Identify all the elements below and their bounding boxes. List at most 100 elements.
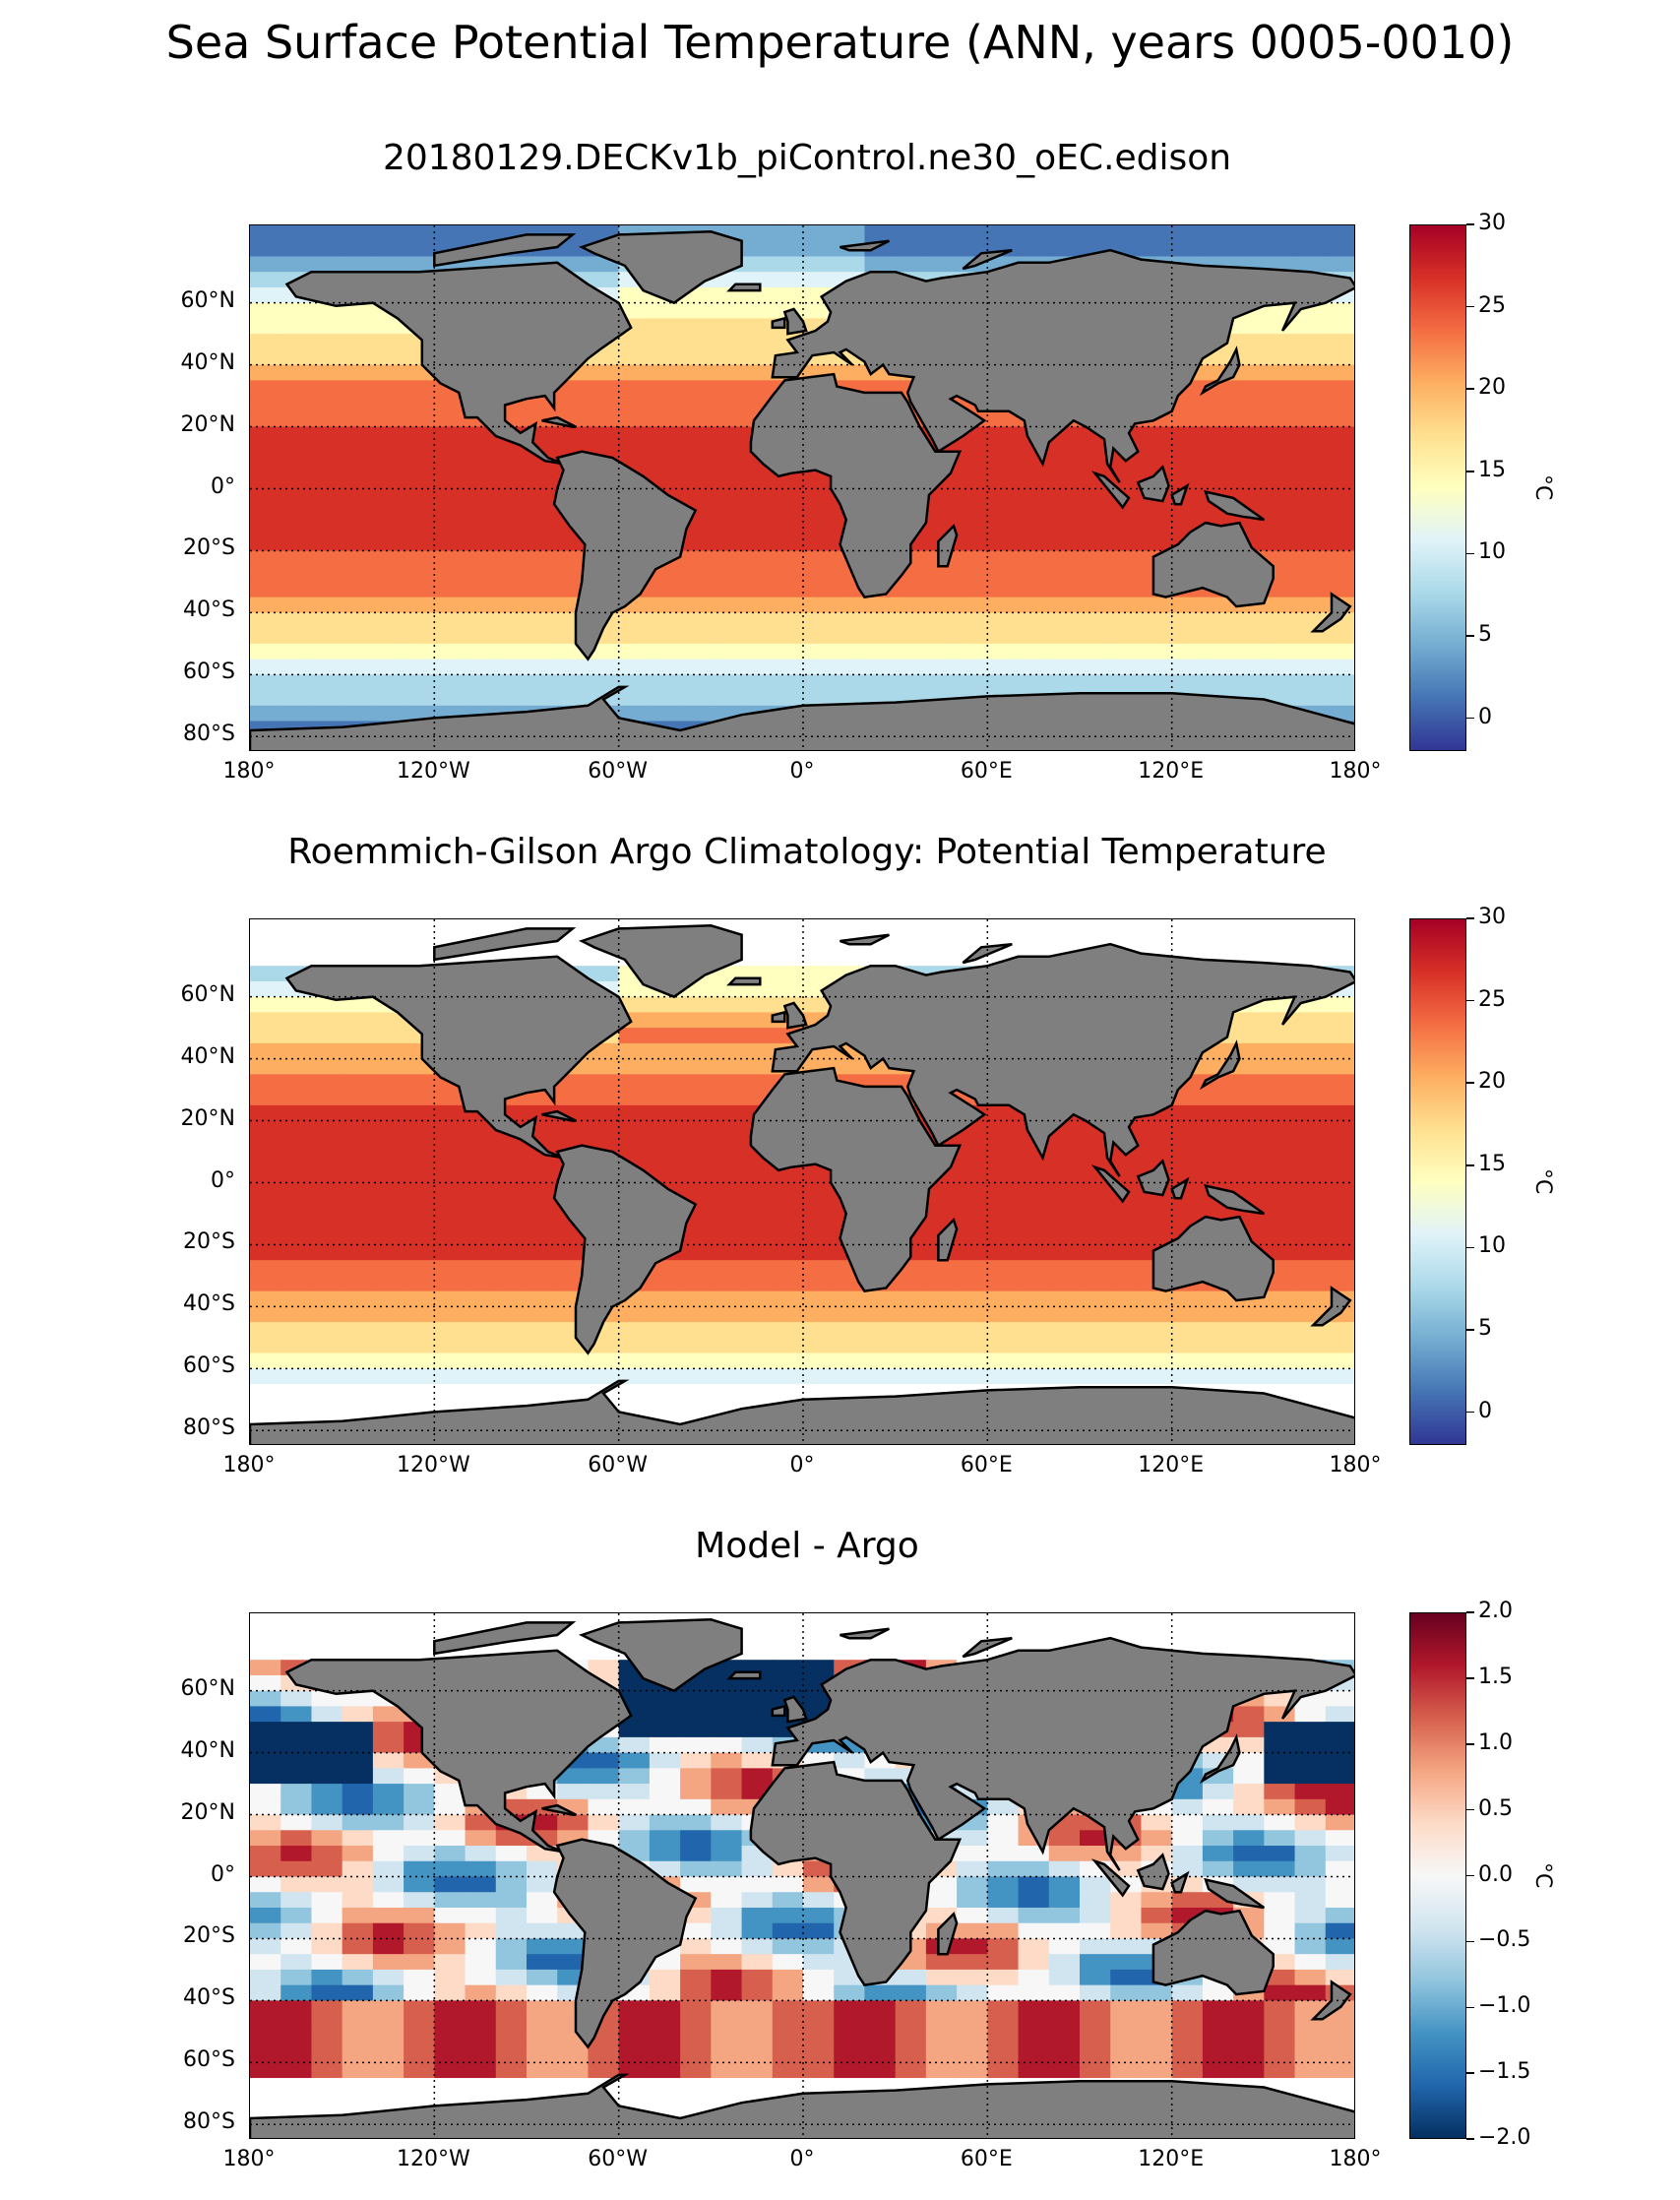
field-cell bbox=[1294, 1244, 1327, 1261]
field-cell bbox=[987, 225, 1020, 242]
field-cell bbox=[1171, 1352, 1204, 1369]
field-cell bbox=[434, 426, 467, 443]
field-cell bbox=[680, 1182, 712, 1199]
field-cell bbox=[618, 1784, 651, 1800]
field-cell bbox=[250, 1736, 281, 1754]
field-cell bbox=[342, 1876, 374, 1893]
field-cell bbox=[925, 1182, 958, 1199]
field-cell bbox=[1264, 426, 1296, 443]
field-cell bbox=[311, 643, 343, 660]
field-cell bbox=[649, 566, 681, 583]
field-cell bbox=[803, 472, 835, 490]
field-cell bbox=[495, 1166, 528, 1184]
field-cell bbox=[1110, 581, 1143, 598]
field-cell bbox=[465, 628, 497, 645]
field-cell bbox=[372, 364, 404, 381]
field-cell bbox=[250, 550, 281, 567]
field-cell bbox=[342, 1104, 374, 1122]
field-cell bbox=[1080, 534, 1111, 552]
field-cell bbox=[527, 1306, 558, 1323]
field-cell bbox=[311, 1213, 343, 1230]
field-cell bbox=[250, 674, 281, 691]
field-cell bbox=[527, 1260, 558, 1277]
field-cell bbox=[588, 272, 620, 288]
field-cell bbox=[1171, 1322, 1204, 1339]
field-cell bbox=[772, 934, 804, 952]
field-cell bbox=[618, 442, 651, 459]
field-cell bbox=[280, 1736, 313, 1754]
field-cell bbox=[864, 628, 897, 645]
field-cell bbox=[404, 690, 435, 707]
field-cell bbox=[1325, 396, 1354, 412]
colorbar-tick-mark bbox=[1466, 1164, 1474, 1166]
field-cell bbox=[711, 1306, 743, 1323]
field-cell bbox=[1141, 1368, 1173, 1385]
field-cell bbox=[711, 690, 743, 707]
field-cell bbox=[1264, 1352, 1296, 1369]
field-cell bbox=[1018, 550, 1050, 567]
field-cell bbox=[1048, 1860, 1081, 1878]
field-cell bbox=[1325, 504, 1354, 521]
field-cell bbox=[803, 1260, 835, 1277]
field-cell bbox=[680, 380, 712, 397]
field-cell bbox=[1048, 1830, 1081, 1847]
field-cell bbox=[1018, 1368, 1050, 1385]
field-cell bbox=[1080, 643, 1111, 660]
field-cell bbox=[618, 364, 651, 381]
field-cell bbox=[1202, 442, 1234, 459]
field-cell bbox=[280, 566, 313, 583]
field-cell bbox=[527, 1922, 558, 1940]
field-cell bbox=[957, 566, 988, 583]
field-cell bbox=[557, 396, 590, 412]
field-cell bbox=[342, 1784, 374, 1800]
field-cell bbox=[1141, 1907, 1173, 1924]
field-cell bbox=[342, 488, 374, 505]
field-cell bbox=[711, 1352, 743, 1369]
field-cell bbox=[311, 1969, 343, 1986]
field-cell bbox=[711, 1969, 743, 1986]
field-cell bbox=[1264, 1798, 1296, 1816]
field-cell bbox=[1141, 426, 1173, 443]
field-cell bbox=[925, 1275, 958, 1292]
field-cell bbox=[465, 534, 497, 552]
field-cell bbox=[1202, 1352, 1234, 1369]
field-cell bbox=[1294, 2062, 1327, 2079]
field-cell bbox=[280, 1275, 313, 1292]
field-cell bbox=[649, 1275, 681, 1292]
field-cell bbox=[741, 1644, 774, 1661]
field-cell bbox=[342, 1368, 374, 1385]
field-cell bbox=[925, 225, 958, 242]
field-cell bbox=[372, 1938, 404, 1955]
field-cell bbox=[711, 488, 743, 505]
field-cell bbox=[1171, 1784, 1204, 1800]
field-cell bbox=[741, 240, 774, 258]
field-cell bbox=[372, 1969, 404, 1986]
field-cell bbox=[342, 364, 374, 381]
field-cell bbox=[342, 396, 374, 412]
field-cell bbox=[1048, 566, 1081, 583]
field-cell bbox=[527, 597, 558, 613]
field-cell bbox=[741, 1706, 774, 1723]
field-cell bbox=[895, 2016, 927, 2033]
field-cell bbox=[527, 1938, 558, 1955]
field-cell bbox=[342, 410, 374, 428]
field-cell bbox=[1264, 919, 1296, 936]
field-cell bbox=[372, 504, 404, 521]
field-cell bbox=[372, 1090, 404, 1106]
field-cell bbox=[434, 2046, 467, 2063]
field-cell bbox=[1171, 1860, 1204, 1878]
field-cell bbox=[803, 1984, 835, 2001]
field-cell bbox=[772, 1384, 804, 1401]
field-cell bbox=[987, 1814, 1020, 1831]
field-cell bbox=[557, 550, 590, 567]
field-cell bbox=[342, 1322, 374, 1339]
field-cell bbox=[1233, 1152, 1265, 1168]
field-cell bbox=[741, 1290, 774, 1307]
field-cell bbox=[1264, 1104, 1296, 1122]
field-cell bbox=[803, 2031, 835, 2048]
field-cell bbox=[1080, 1892, 1111, 1909]
field-cell bbox=[372, 380, 404, 397]
field-cell bbox=[987, 1104, 1020, 1122]
field-cell bbox=[372, 334, 404, 350]
field-cell bbox=[372, 1876, 404, 1893]
